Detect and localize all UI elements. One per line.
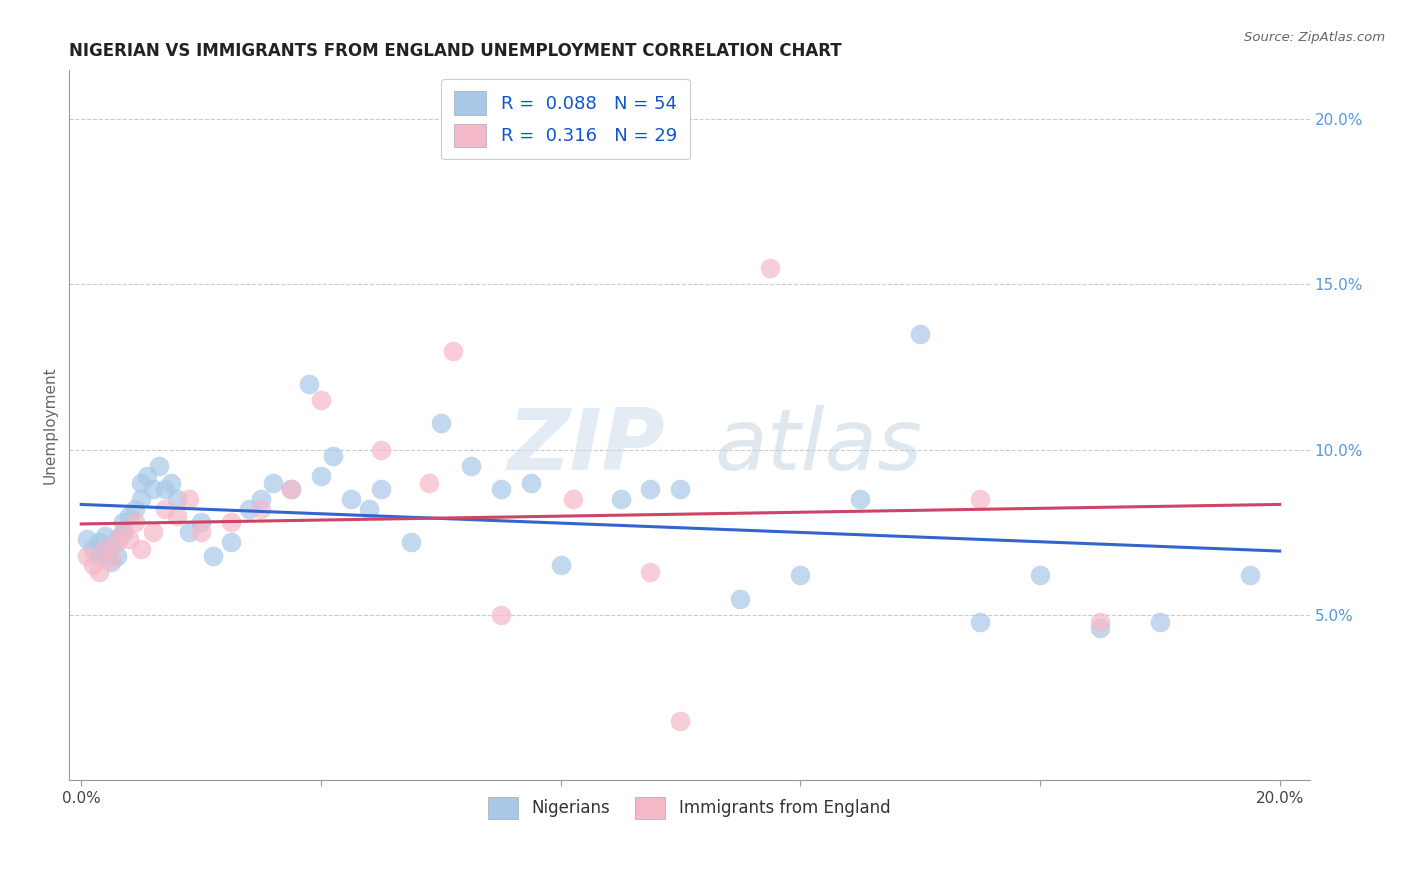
Point bbox=[82, 558, 104, 573]
Point bbox=[100, 539, 122, 553]
Point bbox=[112, 525, 135, 540]
Point bbox=[153, 502, 176, 516]
Point bbox=[112, 525, 135, 540]
Point bbox=[219, 535, 242, 549]
Point bbox=[250, 492, 273, 507]
Point bbox=[460, 459, 482, 474]
Point bbox=[418, 475, 440, 490]
Point bbox=[89, 549, 111, 563]
Point bbox=[89, 535, 111, 549]
Point bbox=[76, 532, 98, 546]
Point bbox=[177, 492, 200, 507]
Point bbox=[82, 541, 104, 556]
Point bbox=[370, 442, 392, 457]
Point bbox=[280, 483, 302, 497]
Point bbox=[262, 475, 284, 490]
Point bbox=[118, 532, 141, 546]
Point bbox=[250, 502, 273, 516]
Point bbox=[309, 393, 332, 408]
Text: ZIP: ZIP bbox=[508, 405, 665, 488]
Point bbox=[129, 475, 152, 490]
Point bbox=[322, 450, 344, 464]
Legend: Nigerians, Immigrants from England: Nigerians, Immigrants from England bbox=[482, 790, 897, 825]
Point bbox=[730, 591, 752, 606]
Point bbox=[153, 483, 176, 497]
Point bbox=[441, 343, 464, 358]
Point bbox=[1029, 568, 1052, 582]
Point bbox=[177, 525, 200, 540]
Point bbox=[105, 532, 128, 546]
Point bbox=[1088, 615, 1111, 629]
Text: Source: ZipAtlas.com: Source: ZipAtlas.com bbox=[1244, 31, 1385, 45]
Point bbox=[124, 516, 146, 530]
Point bbox=[519, 475, 541, 490]
Point bbox=[908, 327, 931, 342]
Point bbox=[238, 502, 260, 516]
Point bbox=[298, 376, 321, 391]
Point bbox=[105, 535, 128, 549]
Point bbox=[136, 469, 159, 483]
Point bbox=[142, 525, 165, 540]
Point bbox=[89, 565, 111, 579]
Point bbox=[1239, 568, 1261, 582]
Point bbox=[1088, 621, 1111, 635]
Point bbox=[357, 502, 380, 516]
Point bbox=[166, 508, 188, 523]
Point bbox=[969, 492, 991, 507]
Point bbox=[669, 483, 692, 497]
Point bbox=[202, 549, 225, 563]
Point bbox=[1149, 615, 1171, 629]
Point bbox=[280, 483, 302, 497]
Point bbox=[190, 525, 212, 540]
Point bbox=[105, 549, 128, 563]
Point bbox=[340, 492, 363, 507]
Point bbox=[100, 555, 122, 569]
Point bbox=[118, 508, 141, 523]
Point bbox=[309, 469, 332, 483]
Point bbox=[94, 545, 117, 559]
Point bbox=[849, 492, 872, 507]
Y-axis label: Unemployment: Unemployment bbox=[44, 366, 58, 483]
Point bbox=[561, 492, 583, 507]
Point bbox=[489, 483, 512, 497]
Point bbox=[100, 552, 122, 566]
Text: NIGERIAN VS IMMIGRANTS FROM ENGLAND UNEMPLOYMENT CORRELATION CHART: NIGERIAN VS IMMIGRANTS FROM ENGLAND UNEM… bbox=[69, 42, 842, 60]
Point bbox=[370, 483, 392, 497]
Point bbox=[669, 714, 692, 728]
Text: atlas: atlas bbox=[714, 405, 922, 488]
Point bbox=[759, 260, 782, 275]
Point bbox=[124, 502, 146, 516]
Point bbox=[142, 483, 165, 497]
Point bbox=[94, 541, 117, 556]
Point bbox=[148, 459, 170, 474]
Point bbox=[129, 492, 152, 507]
Point bbox=[429, 417, 451, 431]
Point bbox=[399, 535, 422, 549]
Point bbox=[166, 492, 188, 507]
Point bbox=[219, 516, 242, 530]
Point bbox=[640, 565, 662, 579]
Point bbox=[640, 483, 662, 497]
Point bbox=[489, 607, 512, 622]
Point bbox=[160, 475, 183, 490]
Point bbox=[609, 492, 631, 507]
Point bbox=[789, 568, 811, 582]
Point bbox=[190, 516, 212, 530]
Point bbox=[969, 615, 991, 629]
Point bbox=[76, 549, 98, 563]
Point bbox=[129, 541, 152, 556]
Point bbox=[94, 529, 117, 543]
Point bbox=[112, 516, 135, 530]
Point bbox=[550, 558, 572, 573]
